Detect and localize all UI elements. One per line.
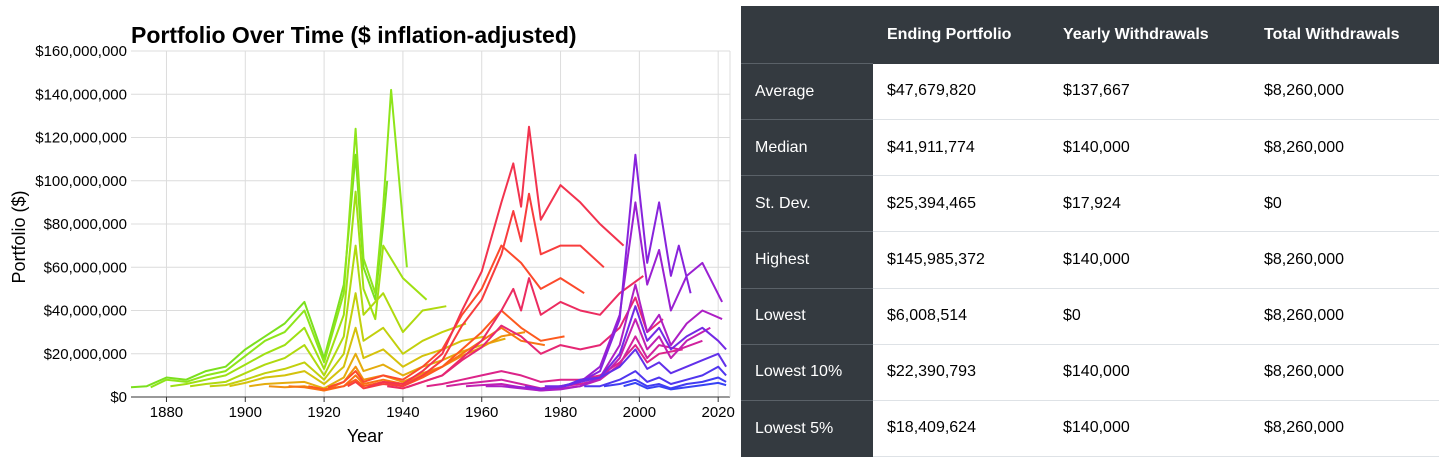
ending-portfolio-cell: $18,409,624 xyxy=(873,400,1049,458)
yearly-withdrawals-cell: $137,667 xyxy=(1049,63,1250,121)
y-axis-title: Portfolio ($) xyxy=(9,190,29,283)
table-header-cell: Ending Portfolio xyxy=(873,6,1049,64)
row-label: St. Dev. xyxy=(741,175,873,232)
x-tick-label: 1900 xyxy=(229,404,262,421)
ending-portfolio-cell: $41,911,774 xyxy=(873,119,1049,177)
ending-portfolio-cell: $145,985,372 xyxy=(873,231,1049,289)
x-tick-label: 1880 xyxy=(150,404,183,421)
y-tick-label: $80,000,000 xyxy=(44,216,127,233)
row-label: Lowest xyxy=(741,287,873,345)
series-line xyxy=(623,381,727,391)
ending-portfolio-cell: $22,390,793 xyxy=(873,344,1049,401)
series-line xyxy=(170,190,428,388)
yearly-withdrawals-cell: $140,000 xyxy=(1049,119,1250,177)
x-tick-label: 1940 xyxy=(386,404,419,421)
series-line xyxy=(446,335,703,390)
series-line xyxy=(347,192,605,390)
y-tick-label: $60,000,000 xyxy=(44,259,127,276)
table-body: Average $47,679,820 $137,667 $8,260,000 Medi… xyxy=(741,62,1439,458)
total-withdrawals-cell: $8,260,000 xyxy=(1250,400,1439,458)
yearly-withdrawals-cell: $140,000 xyxy=(1049,344,1250,401)
table-row: Average $47,679,820 $137,667 $8,260,000 xyxy=(741,62,1439,121)
table-header-cell xyxy=(741,6,873,64)
y-tick-label: $0 xyxy=(110,389,127,406)
x-tick-label: 1960 xyxy=(465,404,498,421)
yearly-withdrawals-cell: $0 xyxy=(1049,288,1250,345)
table-row: Highest $145,985,372 $140,000 $8,260,000 xyxy=(741,231,1439,289)
y-tick-label: $20,000,000 xyxy=(44,346,127,363)
series-line xyxy=(209,292,467,388)
y-tick-label: $40,000,000 xyxy=(44,303,127,320)
series-line xyxy=(327,244,585,389)
table-header-row: Ending Portfolio Yearly Withdrawals Tota… xyxy=(741,6,1439,64)
x-tick-label: 2000 xyxy=(623,404,656,421)
chart-svg: Portfolio Over Time ($ inflation-adjuste… xyxy=(9,22,735,446)
series-line xyxy=(367,125,625,389)
table-row: Lowest 10% $22,390,793 $140,000 $8,260,000 xyxy=(741,343,1439,401)
series-line xyxy=(524,153,692,390)
statistics-table: Ending Portfolio Yearly Withdrawals Tota… xyxy=(741,6,1439,458)
yearly-withdrawals-cell: $140,000 xyxy=(1049,400,1250,458)
ending-portfolio-cell: $25,394,465 xyxy=(873,175,1049,233)
table-row: St. Dev. $25,394,465 $17,924 $0 xyxy=(741,175,1439,233)
row-label: Highest xyxy=(741,231,873,289)
x-axis-title: Year xyxy=(347,426,383,446)
row-label: Lowest 10% xyxy=(741,343,873,401)
series-line xyxy=(229,326,486,388)
series-line xyxy=(485,283,723,392)
series-lines xyxy=(130,88,727,392)
total-withdrawals-cell: $0 xyxy=(1250,175,1439,233)
y-tick-label: $160,000,000 xyxy=(35,43,127,60)
table-header-cell: Yearly Withdrawals xyxy=(1049,6,1250,64)
series-line xyxy=(465,318,711,392)
portfolio-chart: Portfolio Over Time ($ inflation-adjuste… xyxy=(9,22,735,446)
total-withdrawals-cell: $8,260,000 xyxy=(1250,231,1439,289)
series-line xyxy=(150,88,408,389)
series-line xyxy=(189,244,447,388)
ending-portfolio-cell: $47,679,820 xyxy=(873,63,1049,121)
x-tick-label: 2020 xyxy=(701,404,734,421)
series-line xyxy=(544,305,727,388)
y-tick-label: $120,000,000 xyxy=(35,130,127,147)
total-withdrawals-cell: $8,260,000 xyxy=(1250,63,1439,121)
y-tick-label: $100,000,000 xyxy=(35,173,127,190)
total-withdrawals-cell: $8,260,000 xyxy=(1250,344,1439,401)
series-line xyxy=(584,365,727,388)
table-row: Median $41,911,774 $140,000 $8,260,000 xyxy=(741,119,1439,177)
total-withdrawals-cell: $8,260,000 xyxy=(1250,288,1439,345)
axes: $0 $20,000,000 $40,000,000 $60,000,000 $80,0… xyxy=(35,43,735,421)
ending-portfolio-cell: $6,008,514 xyxy=(873,288,1049,345)
x-tick-label: 1920 xyxy=(307,404,340,421)
table-header-cell: Total Withdrawals xyxy=(1250,6,1439,64)
series-line xyxy=(426,344,683,388)
series-line xyxy=(603,376,727,390)
row-label: Lowest 5% xyxy=(741,399,873,457)
row-label: Median xyxy=(741,119,873,176)
x-tick-label: 1980 xyxy=(544,404,577,421)
yearly-withdrawals-cell: $140,000 xyxy=(1049,231,1250,289)
total-withdrawals-cell: $8,260,000 xyxy=(1250,119,1439,177)
chart-title: Portfolio Over Time ($ inflation-adjuste… xyxy=(131,22,577,48)
series-line xyxy=(564,348,727,388)
series-line xyxy=(308,309,565,391)
table-row: Lowest 5% $18,409,624 $140,000 $8,260,000 xyxy=(741,399,1439,458)
series-line xyxy=(130,153,389,389)
y-tick-label: $140,000,000 xyxy=(35,86,127,103)
yearly-withdrawals-cell: $17,924 xyxy=(1049,175,1250,233)
table-row: Lowest $6,008,514 $0 $8,260,000 xyxy=(741,287,1439,345)
row-label: Average xyxy=(741,62,873,120)
